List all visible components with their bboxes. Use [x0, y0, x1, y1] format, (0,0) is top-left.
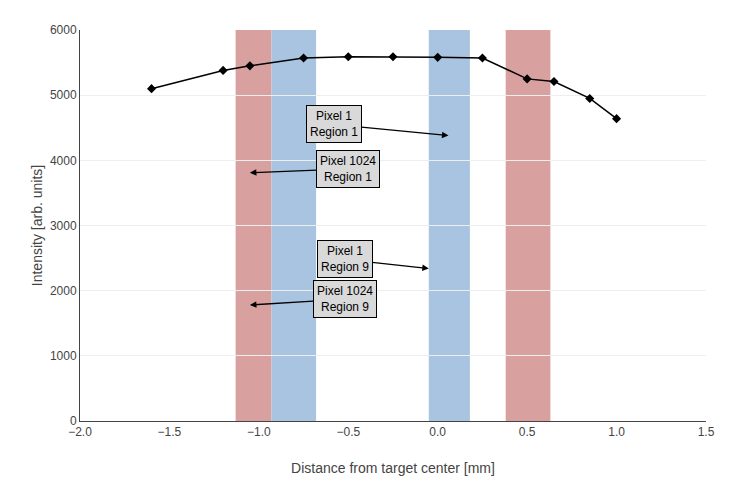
svg-text:2000: 2000 — [50, 284, 77, 298]
svg-text:Intensity [arb. units]: Intensity [arb. units] — [29, 165, 45, 286]
svg-text:0.5: 0.5 — [519, 425, 536, 439]
svg-text:5000: 5000 — [50, 88, 77, 102]
svg-text:6000: 6000 — [50, 23, 77, 37]
svg-text:1.0: 1.0 — [608, 425, 625, 439]
svg-text:Pixel 1024Region 1: Pixel 1024Region 1 — [320, 154, 376, 184]
svg-text:Pixel 1Region 1: Pixel 1Region 1 — [310, 109, 358, 139]
svg-text:−0.5: −0.5 — [336, 425, 360, 439]
svg-text:Pixel 1Region 9: Pixel 1Region 9 — [321, 244, 369, 274]
svg-text:1000: 1000 — [50, 349, 77, 363]
svg-text:0: 0 — [70, 414, 77, 428]
svg-text:Pixel 1024Region 9: Pixel 1024Region 9 — [317, 284, 373, 314]
svg-text:Distance from target center [m: Distance from target center [mm] — [291, 460, 495, 476]
svg-text:3000: 3000 — [50, 219, 77, 233]
svg-text:1.5: 1.5 — [698, 425, 715, 439]
svg-text:−1.5: −1.5 — [158, 425, 182, 439]
svg-text:−1.0: −1.0 — [247, 425, 271, 439]
svg-text:−2.0: −2.0 — [68, 425, 92, 439]
svg-text:4000: 4000 — [50, 154, 77, 168]
svg-text:0.0: 0.0 — [429, 425, 446, 439]
